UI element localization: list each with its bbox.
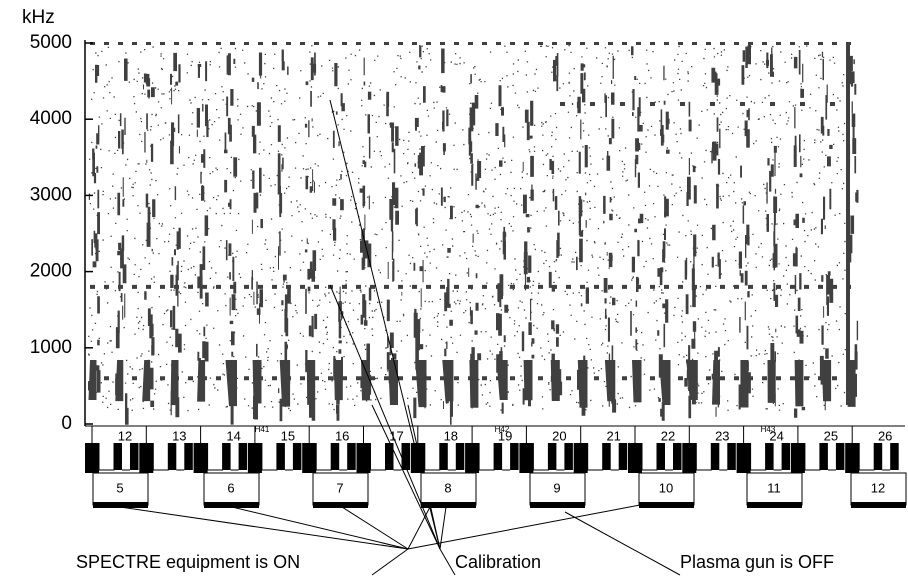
timeline-box (850, 472, 907, 506)
y-axis-label: kHz (22, 7, 55, 28)
timeline-bar (747, 502, 802, 508)
timeline-wave (587, 443, 628, 471)
timeline-box (638, 472, 695, 506)
timeline-lower-label: 10 (659, 480, 673, 495)
timeline-upper-label: 17 (389, 428, 403, 443)
timeline-upper-label: 19 (498, 428, 512, 443)
timeline-pulse (302, 443, 356, 473)
timeline-bar (639, 502, 694, 508)
timeline-box (420, 472, 477, 506)
timeline-bar (421, 502, 476, 508)
timeline-upper-label: 26 (878, 428, 892, 443)
timeline-wave (641, 443, 682, 471)
timeline-pulse (628, 443, 681, 473)
timeline-bar (93, 502, 148, 508)
timeline-bar (204, 502, 259, 508)
timeline-lower-label: 6 (227, 480, 234, 495)
timeline-wave (424, 443, 465, 471)
timeline-upper-label: 13 (172, 428, 186, 443)
y-tick-label: 2000 (30, 261, 72, 282)
timeline-pulse (790, 443, 844, 473)
timeline-wave (261, 443, 302, 471)
timeline-lower-label: 5 (116, 480, 123, 495)
y-tick-label: 4000 (30, 108, 72, 129)
timeline-pulse (356, 443, 410, 473)
timeline-marker: H42 (495, 425, 510, 434)
timeline-box (203, 472, 260, 506)
timeline-wave (804, 443, 845, 471)
timeline-lower-label: 9 (553, 480, 560, 495)
timeline-upper-label: 12 (118, 428, 132, 443)
timeline-lower-label: 7 (336, 480, 343, 495)
timeline-wave (98, 443, 139, 471)
timeline-bar (851, 502, 906, 508)
timeline-lower-label: 8 (444, 480, 451, 495)
timeline-upper-label: 25 (824, 428, 838, 443)
timeline-upper-label: 20 (552, 428, 566, 443)
timeline-wave (532, 443, 573, 471)
annotation: Calibration (455, 552, 541, 572)
timeline-pulse (139, 443, 193, 473)
timeline-upper-label: 18 (444, 428, 458, 443)
timeline-upper-label: 24 (769, 428, 783, 443)
texture-noise (88, 42, 859, 425)
timeline-wave (152, 443, 193, 471)
timeline-pulse (573, 443, 627, 473)
timeline-wave (207, 443, 248, 471)
timeline-pulse (410, 443, 464, 473)
timeline-box (312, 472, 369, 506)
y-tick-label: 0 (61, 413, 72, 434)
timeline-wave (750, 443, 791, 471)
timeline-pulse (519, 443, 573, 473)
timeline-upper-label: 16 (335, 428, 349, 443)
timeline-bar (530, 502, 585, 508)
timeline-pulse (845, 443, 899, 473)
timeline-wave (858, 443, 899, 471)
timeline-bar (313, 502, 368, 508)
timeline-pulse (682, 443, 736, 473)
timeline-pulse (85, 443, 138, 473)
timeline-box (746, 472, 803, 506)
annotation: SPECTRE equipment is ON (76, 552, 300, 572)
timeline-upper-label: 22 (661, 428, 675, 443)
timeline-upper-label: 15 (281, 428, 295, 443)
timeline-wave (478, 443, 519, 471)
timeline-pulse (247, 443, 301, 473)
timeline-marker: H41 (255, 425, 270, 434)
annotation: Plasma gun is OFF (680, 552, 834, 572)
timeline-pulse (736, 443, 790, 473)
timeline-box (529, 472, 586, 506)
timeline-pulse (465, 443, 519, 473)
timeline-upper-label: 21 (606, 428, 620, 443)
timeline-box (92, 472, 149, 506)
timeline-wave (315, 443, 356, 471)
timeline-wave (370, 443, 410, 471)
timeline-wave (695, 443, 736, 471)
y-tick-label: 3000 (30, 184, 72, 205)
timeline-upper-label: 23 (715, 428, 729, 443)
y-tick-label: 1000 (30, 337, 72, 358)
timeline-pulse (193, 443, 247, 473)
timeline-lower-label: 11 (767, 480, 781, 495)
spectrogram-texture (88, 42, 859, 425)
y-tick-label: 5000 (30, 32, 72, 53)
timeline-upper-label: 14 (226, 428, 240, 443)
timeline-marker: H43 (761, 425, 776, 434)
timeline-lower-label: 12 (871, 480, 885, 495)
